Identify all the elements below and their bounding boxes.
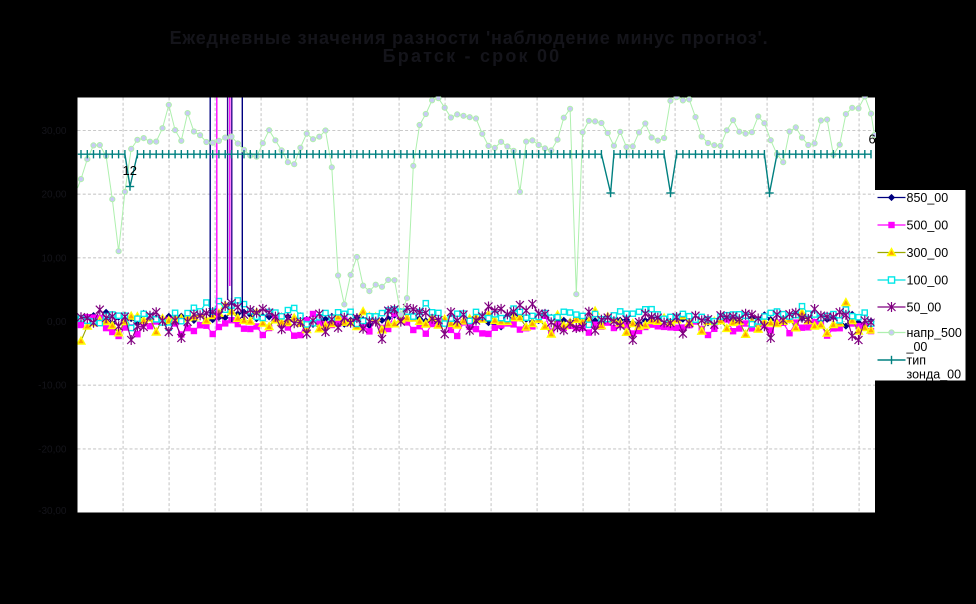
svg-text:62: 62 [869,132,883,147]
svg-text:Братск - срок 00: Братск - срок 00 [383,46,562,66]
svg-text:20,00: 20,00 [41,190,66,201]
svg-text:50_00: 50_00 [907,301,942,315]
svg-text:100_00: 100_00 [907,274,949,288]
svg-text:Ежедневные значения разности ': Ежедневные значения разности 'наблюдение… [170,28,769,48]
svg-text:-10,00: -10,00 [38,381,67,392]
svg-text:500_00: 500_00 [907,219,949,233]
svg-text:_00: _00 [906,340,928,354]
svg-text:-30,00: -30,00 [38,506,67,517]
svg-text:12: 12 [123,163,137,178]
svg-text:10,00: 10,00 [41,253,66,264]
svg-text:напр_500: напр_500 [907,326,962,340]
svg-text:300_00: 300_00 [907,246,949,260]
svg-text:тип: тип [907,354,926,368]
svg-text:30,00: 30,00 [41,126,66,137]
svg-text:850_00: 850_00 [907,191,949,205]
svg-text:0,00: 0,00 [47,317,67,328]
svg-text:-20,00: -20,00 [38,444,67,455]
svg-text:зонда_00: зонда_00 [907,368,962,382]
